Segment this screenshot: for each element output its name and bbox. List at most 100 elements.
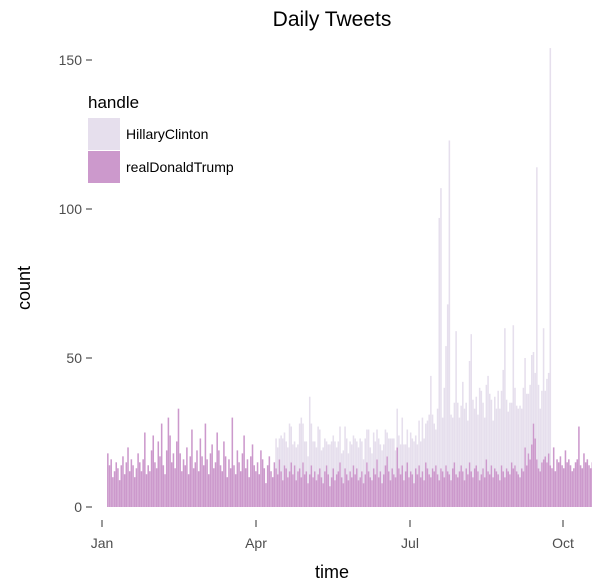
bar-hillaryclinton bbox=[462, 381, 464, 472]
bar-realdonaldtrump bbox=[322, 483, 324, 507]
chart-title: Daily Tweets bbox=[273, 8, 392, 31]
bar-realdonaldtrump bbox=[507, 471, 510, 507]
bar-hillaryclinton bbox=[421, 417, 424, 472]
bar-realdonaldtrump bbox=[297, 471, 299, 507]
bar-hillaryclinton bbox=[517, 408, 520, 475]
bar-hillaryclinton bbox=[403, 444, 405, 481]
bar-realdonaldtrump bbox=[226, 477, 229, 507]
bar-realdonaldtrump bbox=[485, 459, 488, 507]
bar-hillaryclinton bbox=[451, 417, 454, 469]
bar-hillaryclinton bbox=[536, 167, 538, 460]
bar-realdonaldtrump bbox=[512, 468, 515, 507]
bar-realdonaldtrump bbox=[413, 483, 415, 507]
bar-realdonaldtrump bbox=[228, 459, 230, 507]
y-tick-label-0: 0 bbox=[74, 499, 82, 515]
bar-realdonaldtrump bbox=[290, 462, 292, 507]
bar-realdonaldtrump bbox=[546, 462, 548, 507]
bar-realdonaldtrump bbox=[384, 465, 387, 507]
bar-realdonaldtrump bbox=[300, 477, 303, 507]
bar-hillaryclinton bbox=[458, 417, 461, 472]
bar-realdonaldtrump bbox=[233, 465, 235, 507]
bar-realdonaldtrump bbox=[416, 474, 419, 507]
bar-hillaryclinton bbox=[515, 405, 518, 472]
bar-realdonaldtrump bbox=[386, 456, 388, 507]
bar-realdonaldtrump bbox=[325, 465, 328, 507]
bar-hillaryclinton bbox=[275, 438, 277, 469]
bar-hillaryclinton bbox=[384, 429, 387, 466]
bar-realdonaldtrump bbox=[579, 465, 582, 507]
bar-realdonaldtrump bbox=[189, 456, 192, 507]
bar-hillaryclinton bbox=[334, 441, 336, 481]
bar-realdonaldtrump bbox=[204, 423, 207, 507]
bar-hillaryclinton bbox=[480, 390, 483, 475]
bar-realdonaldtrump bbox=[298, 468, 301, 507]
bar-hillaryclinton bbox=[377, 438, 380, 478]
bar-hillaryclinton bbox=[339, 426, 341, 463]
bar-realdonaldtrump bbox=[421, 471, 424, 507]
bar-hillaryclinton bbox=[423, 438, 425, 481]
bar-realdonaldtrump bbox=[276, 474, 279, 507]
bar-hillaryclinton bbox=[315, 447, 318, 481]
bar-realdonaldtrump bbox=[164, 474, 166, 507]
bar-realdonaldtrump bbox=[251, 444, 254, 507]
bar-hillaryclinton bbox=[500, 390, 503, 466]
bar-hillaryclinton bbox=[409, 432, 412, 472]
bar-hillaryclinton bbox=[470, 334, 473, 472]
bar-realdonaldtrump bbox=[312, 477, 314, 507]
bar-realdonaldtrump bbox=[376, 459, 378, 507]
legend-label-realdonaldtrump: realDonaldTrump bbox=[126, 159, 234, 175]
bar-realdonaldtrump bbox=[315, 480, 318, 507]
bar-realdonaldtrump bbox=[192, 468, 195, 507]
bar-realdonaldtrump bbox=[559, 456, 562, 507]
bar-realdonaldtrump bbox=[293, 465, 296, 507]
bar-hillaryclinton bbox=[541, 390, 543, 463]
bar-realdonaldtrump bbox=[191, 429, 193, 507]
bar-realdonaldtrump bbox=[537, 468, 540, 507]
bar-realdonaldtrump bbox=[509, 474, 511, 507]
bar-hillaryclinton bbox=[487, 375, 489, 472]
bar-realdonaldtrump bbox=[157, 441, 160, 507]
bar-hillaryclinton bbox=[490, 399, 493, 466]
bar-realdonaldtrump bbox=[494, 468, 496, 507]
bar-realdonaldtrump bbox=[241, 453, 244, 507]
legend-swatch-hillaryclinton bbox=[88, 118, 120, 150]
bar-realdonaldtrump bbox=[578, 426, 580, 507]
bar-hillaryclinton bbox=[288, 423, 291, 472]
bar-hillaryclinton bbox=[337, 441, 340, 472]
bar-realdonaldtrump bbox=[187, 474, 190, 507]
bar-hillaryclinton bbox=[433, 423, 435, 472]
bar-realdonaldtrump bbox=[239, 471, 242, 507]
legend-title: handle bbox=[88, 93, 139, 112]
bar-hillaryclinton bbox=[349, 441, 351, 472]
bar-realdonaldtrump bbox=[159, 456, 161, 507]
bar-realdonaldtrump bbox=[327, 474, 329, 507]
x-tick-label-oct: Oct bbox=[552, 535, 574, 551]
bar-realdonaldtrump bbox=[342, 483, 345, 507]
bar-hillaryclinton bbox=[362, 459, 365, 484]
bar-realdonaldtrump bbox=[467, 474, 469, 507]
bar-realdonaldtrump bbox=[335, 474, 338, 507]
bar-realdonaldtrump bbox=[419, 477, 422, 507]
bar-realdonaldtrump bbox=[275, 468, 277, 507]
bar-hillaryclinton bbox=[317, 426, 319, 475]
x-tick-label-jul: Jul bbox=[401, 535, 419, 551]
bar-hillaryclinton bbox=[426, 420, 429, 469]
bar-realdonaldtrump bbox=[453, 462, 456, 507]
bar-realdonaldtrump bbox=[366, 462, 368, 507]
bar-realdonaldtrump bbox=[519, 477, 521, 507]
bar-hillaryclinton bbox=[374, 441, 377, 475]
bar-realdonaldtrump bbox=[426, 468, 429, 507]
bar-realdonaldtrump bbox=[206, 459, 208, 507]
bar-realdonaldtrump bbox=[167, 417, 170, 507]
bar-realdonaldtrump bbox=[573, 468, 575, 507]
bar-realdonaldtrump bbox=[399, 474, 402, 507]
bar-realdonaldtrump bbox=[549, 465, 552, 507]
bar-realdonaldtrump bbox=[334, 480, 336, 507]
bar-realdonaldtrump bbox=[288, 471, 291, 507]
bar-realdonaldtrump bbox=[551, 468, 553, 507]
bar-realdonaldtrump bbox=[209, 453, 212, 507]
bar-hillaryclinton bbox=[300, 417, 303, 478]
bar-hillaryclinton bbox=[394, 450, 397, 478]
bar-realdonaldtrump bbox=[556, 459, 558, 507]
bar-realdonaldtrump bbox=[265, 483, 267, 507]
